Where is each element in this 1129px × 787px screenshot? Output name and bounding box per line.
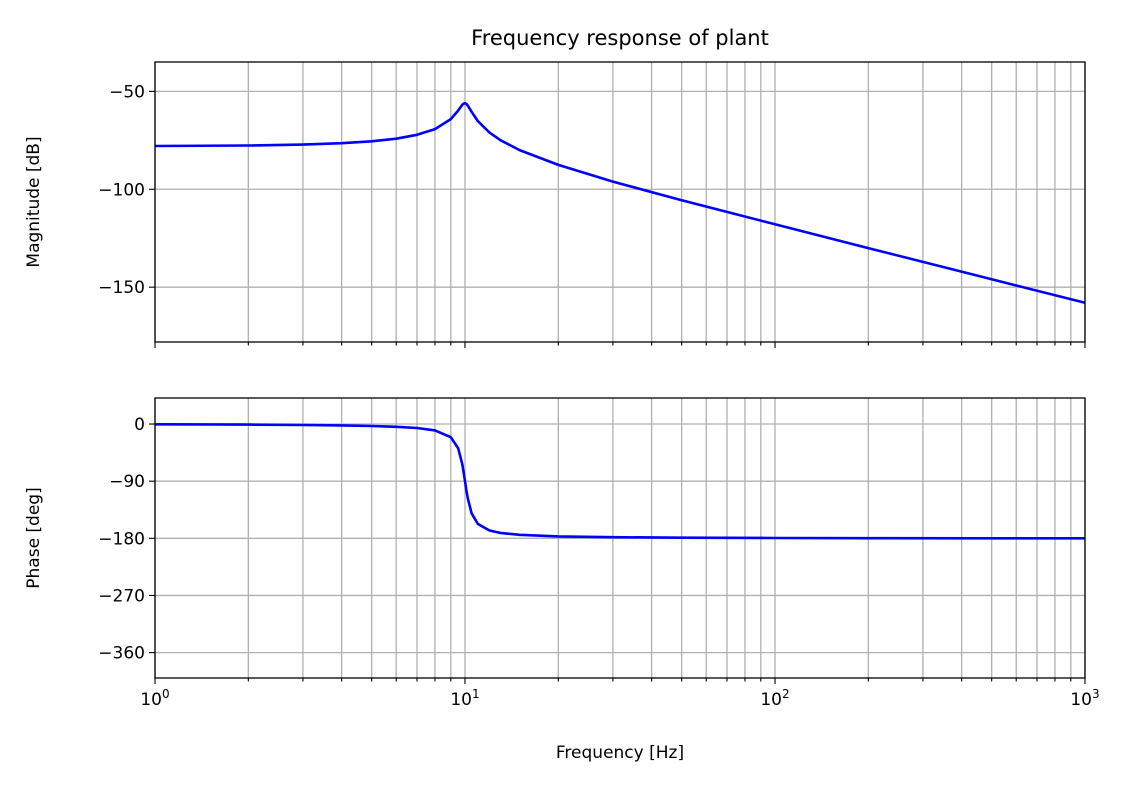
y-tick-label: −50 (109, 82, 145, 102)
axes-frame (154, 61, 1086, 343)
x-tick-label: 102 (760, 687, 789, 710)
x-tick-label: 101 (450, 687, 479, 710)
y-tick-label: 0 (134, 415, 145, 435)
y-tick-label: −150 (98, 278, 145, 298)
magnitude-y-label: Magnitude [dB] (24, 136, 44, 267)
magnitude-axes: −50 −100 −150 (98, 61, 1086, 348)
phase-line (154, 422, 1085, 540)
axes-frame (154, 397, 1086, 679)
y-tick-label: −100 (98, 180, 145, 200)
phase-axes: 0 −90 −180 −270 −360 100 101 102 103 (98, 397, 1100, 710)
magnitude-line (154, 101, 1086, 305)
y-tick-label: −90 (109, 472, 145, 492)
x-tick-label: 103 (1070, 687, 1099, 710)
x-axis-label: Frequency [Hz] (556, 743, 684, 763)
y-tick-label: −180 (98, 529, 145, 549)
chart-title: Frequency response of plant (471, 26, 769, 50)
y-tick-label: −360 (98, 644, 145, 664)
x-tick-label: 100 (140, 687, 169, 710)
phase-y-label: Phase [deg] (24, 487, 44, 588)
y-tick-label: −270 (98, 586, 145, 606)
